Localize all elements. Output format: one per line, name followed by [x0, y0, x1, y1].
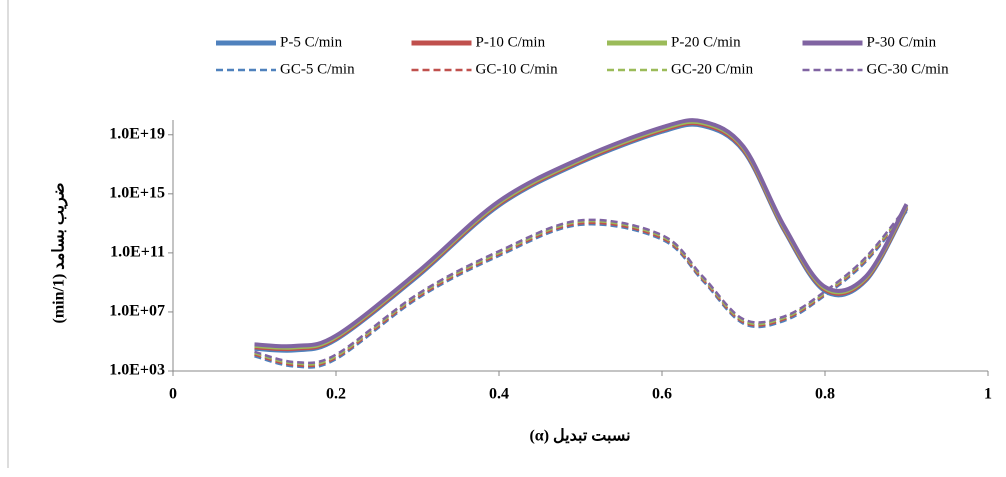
legend-label: GC-20 C/min [671, 61, 754, 77]
legend-label: GC-5 C/min [280, 61, 355, 77]
y-axis-title: ضریب بسامد (1/min) [51, 183, 69, 324]
x-tick-label: 0.2 [326, 386, 346, 403]
x-tick-label: 1 [984, 386, 992, 403]
y-tick-label: 1.0E+19 [109, 125, 165, 142]
legend-label: P-5 C/min [280, 34, 343, 50]
y-tick-label: 1.0E+07 [109, 303, 165, 320]
legend-label: P-30 C/min [867, 34, 937, 50]
y-tick-label: 1.0E+11 [110, 244, 165, 261]
x-tick-label: 0.4 [489, 386, 509, 403]
x-axis-title: نسبت تبدیل (α) [529, 428, 630, 445]
series-line [254, 119, 909, 350]
x-tick-label: 0 [169, 386, 177, 403]
y-tick-label: 1.0E+03 [109, 362, 165, 379]
legend-label: GC-10 C/min [476, 61, 559, 77]
x-tick-label: 0.8 [815, 386, 835, 403]
series-line [254, 206, 908, 365]
legend-label: GC-30 C/min [867, 61, 950, 77]
legend-label: P-20 C/min [671, 34, 741, 50]
series-line [254, 118, 909, 349]
series-line [254, 207, 908, 366]
x-tick-label: 0.6 [652, 386, 672, 403]
y-tick-label: 1.0E+15 [109, 184, 165, 201]
legend-label: P-10 C/min [476, 34, 546, 50]
